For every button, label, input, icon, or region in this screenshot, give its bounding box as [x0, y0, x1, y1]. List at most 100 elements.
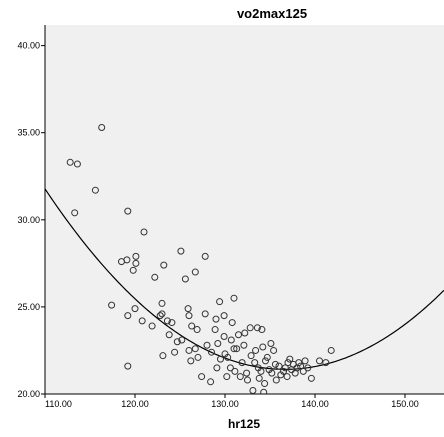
data-point	[217, 355, 224, 363]
y-tick-label: 40.00	[17, 41, 40, 51]
data-point	[263, 353, 271, 361]
data-point	[177, 247, 185, 255]
data-point	[268, 369, 276, 377]
x-tick-label: 140.00	[301, 399, 329, 409]
data-point	[252, 346, 260, 354]
data-point	[201, 252, 209, 260]
data-point	[283, 373, 291, 381]
data-point	[178, 336, 186, 344]
data-point	[158, 310, 166, 318]
data-point	[132, 259, 140, 267]
data-point	[138, 317, 146, 325]
data-point	[91, 186, 99, 194]
data-point	[260, 388, 268, 394]
y-tick-label: 20.00	[17, 389, 40, 399]
data-point	[165, 331, 173, 339]
data-point	[244, 376, 251, 384]
data-point	[249, 387, 257, 394]
data-point	[187, 357, 195, 365]
data-point	[185, 346, 193, 354]
data-point	[220, 333, 228, 341]
data-point	[171, 348, 179, 356]
data-point	[272, 376, 280, 384]
data-point	[220, 312, 228, 320]
data-point	[159, 352, 167, 360]
data-point	[286, 355, 294, 363]
data-point	[194, 353, 202, 361]
data-point	[247, 352, 255, 360]
data-point	[124, 362, 132, 370]
data-point	[198, 373, 206, 381]
x-tick-label: 110.00	[45, 399, 72, 409]
data-point	[259, 343, 267, 351]
data-point	[207, 378, 215, 386]
axes	[44, 25, 444, 395]
data-point	[253, 324, 261, 332]
data-point	[241, 329, 249, 337]
data-point	[201, 310, 209, 318]
data-point	[148, 322, 156, 330]
data-point	[227, 336, 235, 344]
data-point	[208, 348, 215, 356]
data-point	[299, 367, 307, 375]
data-point	[213, 364, 221, 372]
data-point	[230, 294, 238, 302]
y-tick-label: 35.00	[17, 128, 40, 138]
data-point	[235, 331, 242, 339]
x-axis-label: hr125	[228, 417, 260, 431]
data-point	[191, 345, 199, 353]
x-tick-label: 130.00	[211, 399, 239, 409]
data-point	[129, 266, 137, 274]
data-point	[71, 209, 79, 217]
data-point	[203, 341, 211, 349]
data-point	[223, 373, 231, 381]
data-point	[233, 345, 241, 353]
data-point	[124, 312, 132, 320]
data-point	[66, 158, 74, 166]
data-point	[251, 359, 259, 367]
data-point	[261, 380, 269, 388]
data-point	[307, 374, 315, 382]
data-point	[224, 353, 232, 361]
data-point	[240, 341, 248, 349]
y-tick-label: 30.00	[17, 215, 40, 225]
data-point	[181, 275, 189, 283]
data-point	[304, 364, 312, 372]
data-point	[132, 252, 140, 260]
data-point	[131, 305, 139, 313]
data-point	[236, 373, 244, 381]
data-point	[280, 367, 287, 375]
data-point	[230, 345, 238, 353]
x-tick-label: 120.00	[121, 399, 149, 409]
data-point	[156, 312, 164, 320]
data-point	[191, 268, 199, 276]
x-tick-label: 150.00	[391, 399, 419, 409]
data-point	[173, 338, 181, 346]
data-point	[211, 326, 219, 334]
data-point	[228, 319, 236, 327]
data-point	[151, 273, 159, 281]
data-points	[66, 123, 335, 394]
data-point	[255, 374, 263, 382]
data-point	[271, 360, 279, 368]
data-point	[301, 357, 309, 365]
y-tick-label: 25.00	[17, 302, 40, 312]
data-point	[216, 298, 224, 306]
data-point	[295, 359, 303, 367]
data-point	[257, 367, 265, 375]
data-point	[160, 261, 168, 269]
data-point	[322, 359, 330, 367]
data-point	[163, 317, 171, 325]
data-point	[158, 299, 166, 307]
data-point	[193, 326, 201, 334]
data-point	[246, 324, 254, 332]
x-ticks: 110.00 120.00 130.00 140.00 150.00	[44, 394, 419, 409]
data-point	[226, 364, 234, 372]
data-point	[231, 367, 239, 375]
data-point	[258, 326, 266, 334]
data-point	[108, 301, 116, 309]
data-point	[270, 346, 278, 354]
data-point	[98, 123, 106, 131]
data-point	[185, 312, 193, 320]
data-point	[124, 207, 132, 215]
